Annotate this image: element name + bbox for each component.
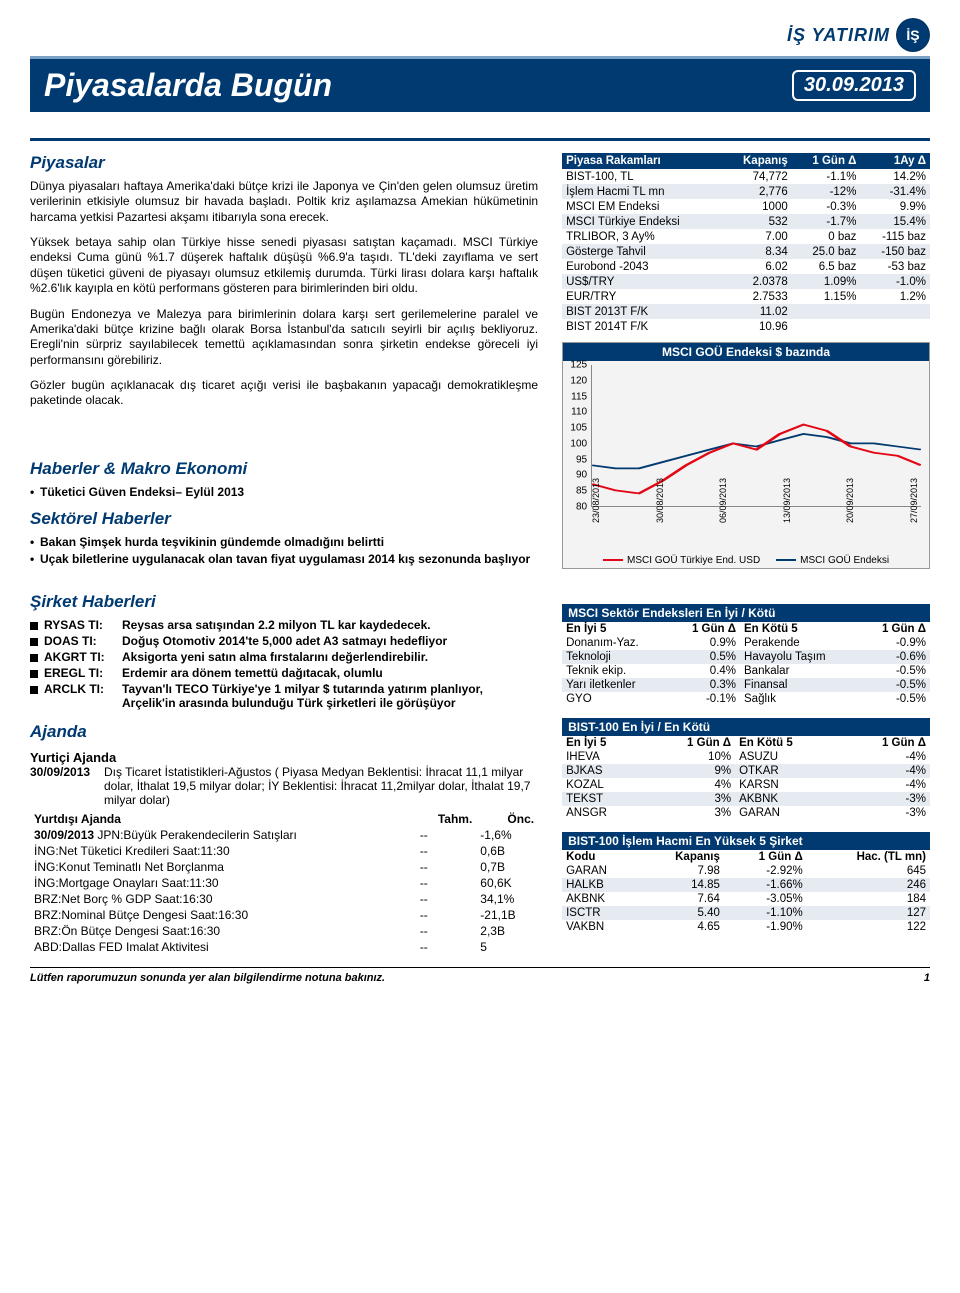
table-row: BIST-100, TL74,772-1.1%14.2% bbox=[562, 169, 930, 184]
markets-p2: Yüksek betaya sahip olan Türkiye hisse s… bbox=[30, 235, 538, 296]
chart-title: MSCI GOÜ Endeksi $ bazında bbox=[563, 343, 929, 361]
legend-s1: MSCI GOÜ Türkiye End. USD bbox=[627, 555, 760, 566]
table-row: Teknoloji0.5%Havayolu Taşım-0.6% bbox=[562, 650, 930, 664]
table-row: Eurobond -20436.026.5 baz-53 baz bbox=[562, 259, 930, 274]
table-row: VAKBN4.65-1.90%122 bbox=[562, 920, 930, 934]
table-row: İNG:Mortgage Onayları Saat:11:30--60,6K bbox=[30, 875, 538, 891]
sector-index-header: MSCI Sektör Endeksleri En İyi / Kötü bbox=[562, 604, 930, 622]
company-row: RYSAS TI:Reysas arsa satışından 2.2 mily… bbox=[30, 618, 538, 632]
table-row: TEKST3%AKBNK-3% bbox=[562, 792, 930, 806]
brand-icon: İŞ bbox=[896, 18, 930, 52]
bist-best-header: BIST-100 En İyi / En Kötü bbox=[562, 718, 930, 736]
table-row: MSCI EM Endeksi1000-0.3%9.9% bbox=[562, 199, 930, 214]
page-title: Piyasalarda Bugün bbox=[44, 67, 332, 104]
table-row: IHEVA10%ASUZU-4% bbox=[562, 750, 930, 764]
col-close: Kapanış bbox=[722, 153, 792, 169]
table-row: BRZ:Net Borç % GDP Saat:16:30--34,1% bbox=[30, 891, 538, 907]
table-row: AKBNK7.64-3.05%184 bbox=[562, 892, 930, 906]
company-news-title: Şirket Haberleri bbox=[30, 592, 538, 612]
section-macro-title: Haberler & Makro Ekonomi bbox=[30, 459, 538, 479]
agenda-dom-title: Yurtiçi Ajanda bbox=[30, 750, 538, 765]
company-row: AKGRT TI:Aksigorta yeni satın alma fırst… bbox=[30, 650, 538, 664]
company-row: DOAS TI:Doğuş Otomotiv 2014'te 5,000 ade… bbox=[30, 634, 538, 648]
bist-vol-panel: BIST-100 İşlem Hacmi En Yüksek 5 Şirket … bbox=[562, 832, 930, 934]
agenda-row: 30/09/2013Dış Ticaret İstatistikleri-Ağu… bbox=[30, 765, 538, 807]
table-row: BRZ:Nominal Bütçe Dengesi Saat:16:30---2… bbox=[30, 907, 538, 923]
col-name: Piyasa Rakamları bbox=[562, 153, 722, 169]
table-row: BIST 2013T F/K11.02 bbox=[562, 304, 930, 319]
company-row: EREGL TI:Erdemir ara dönem temettü dağıt… bbox=[30, 666, 538, 680]
report-date: 30.09.2013 bbox=[792, 70, 916, 101]
col-tahm: Tahm. bbox=[416, 811, 476, 827]
table-row: BIST 2014T F/K10.96 bbox=[562, 319, 930, 334]
market-figures-table: Piyasa Rakamları Kapanış 1 Gün Δ 1Ay Δ B… bbox=[562, 153, 930, 334]
table-row: BJKAS9%OTKAR-4% bbox=[562, 764, 930, 778]
agenda-title: Ajanda bbox=[30, 722, 538, 742]
table-row: BRZ:Ön Bütçe Dengesi Saat:16:30--2,3B bbox=[30, 923, 538, 939]
chart-legend: MSCI GOÜ Türkiye End. USD MSCI GOÜ Endek… bbox=[565, 555, 927, 566]
col-1d: 1 Gün Δ bbox=[792, 153, 861, 169]
footer: Lütfen raporumuzun sonunda yer alan bilg… bbox=[30, 967, 930, 984]
table-row: GYO-0.1%Sağlık-0.5% bbox=[562, 692, 930, 706]
agenda-intl-title: Yurtdışı Ajanda bbox=[30, 811, 416, 827]
table-row: MSCI Türkiye Endeksi532-1.7%15.4% bbox=[562, 214, 930, 229]
table-row: HALKB14.85-1.66%246 bbox=[562, 878, 930, 892]
table-row: US$/TRY2.03781.09%-1.0% bbox=[562, 274, 930, 289]
table-row: Yarı iletkenler0.3%Finansal-0.5% bbox=[562, 678, 930, 692]
col-1m: 1Ay Δ bbox=[860, 153, 930, 169]
legend-s2: MSCI GOÜ Endeksi bbox=[800, 555, 889, 566]
table-row: ANSGR3%GARAN-3% bbox=[562, 806, 930, 820]
markets-p3: Bugün Endonezya ve Malezya para birimler… bbox=[30, 307, 538, 368]
section-markets-title: Piyasalar bbox=[30, 153, 538, 173]
table-row: ISCTR5.40-1.10%127 bbox=[562, 906, 930, 920]
table-row: Gösterge Tahvil8.3425.0 baz-150 baz bbox=[562, 244, 930, 259]
bist-best-panel: BIST-100 En İyi / En Kötü En İyi 5 1 Gün… bbox=[562, 718, 930, 820]
msci-chart: MSCI GOÜ Endeksi $ bazında 1251201151101… bbox=[562, 342, 930, 569]
table-row: İNG:Net Tüketici Kredileri Saat:11:30--0… bbox=[30, 843, 538, 859]
table-row: İNG:Konut Teminatlı Net Borçlanma--0,7B bbox=[30, 859, 538, 875]
macro-list: Tüketici Güven Endeksi– Eylül 2013 bbox=[30, 485, 538, 499]
table-row: İşlem Hacmi TL mn2,776-12%-31.4% bbox=[562, 184, 930, 199]
brand-logo: İŞ YATIRIM İŞ bbox=[30, 18, 930, 52]
title-bar: Piyasalarda Bugün 30.09.2013 bbox=[30, 56, 930, 112]
brand-text: İŞ YATIRIM bbox=[787, 25, 890, 46]
markets-p4: Gözler bugün açıklanacak dış ticaret açı… bbox=[30, 378, 538, 409]
table-row: 30/09/2013 JPN:Büyük Perakendecilerin Sa… bbox=[30, 827, 538, 843]
sector-list: Bakan Şimşek hurda teşvikinin gündemde o… bbox=[30, 535, 538, 566]
agenda-intl-table: Yurtdışı Ajanda Tahm. Önc. 30/09/2013 JP… bbox=[30, 811, 538, 955]
table-row: ABD:Dallas FED Imalat Aktivitesi--5 bbox=[30, 939, 538, 955]
table-row: TRLIBOR, 3 Ay%7.000 baz-115 baz bbox=[562, 229, 930, 244]
table-row: Teknik ekip.0.4%Bankalar-0.5% bbox=[562, 664, 930, 678]
footer-text: Lütfen raporumuzun sonunda yer alan bilg… bbox=[30, 972, 385, 984]
list-item: Tüketici Güven Endeksi– Eylül 2013 bbox=[30, 485, 538, 499]
list-item: Bakan Şimşek hurda teşvikinin gündemde o… bbox=[30, 535, 538, 549]
page-number: 1 bbox=[924, 972, 930, 984]
section-sector-title: Sektörel Haberler bbox=[30, 509, 538, 529]
company-row: ARCLK TI:Tayvan'lı TECO Türkiye'ye 1 mil… bbox=[30, 682, 538, 710]
col-onc: Önc. bbox=[476, 811, 538, 827]
table-row: KOZAL4%KARSN-4% bbox=[562, 778, 930, 792]
bist-vol-header: BIST-100 İşlem Hacmi En Yüksek 5 Şirket bbox=[562, 832, 930, 850]
table-row: Donanım-Yaz.0.9%Perakende-0.9% bbox=[562, 636, 930, 650]
markets-p1: Dünya piyasaları haftaya Amerika'daki bü… bbox=[30, 179, 538, 225]
table-row: EUR/TRY2.75331.15%1.2% bbox=[562, 289, 930, 304]
table-row: GARAN7.98-2.92%645 bbox=[562, 864, 930, 878]
divider bbox=[30, 138, 930, 141]
sector-index-panel: MSCI Sektör Endeksleri En İyi / Kötü En … bbox=[562, 604, 930, 706]
list-item: Uçak biletlerine uygulanacak olan tavan … bbox=[30, 552, 538, 566]
